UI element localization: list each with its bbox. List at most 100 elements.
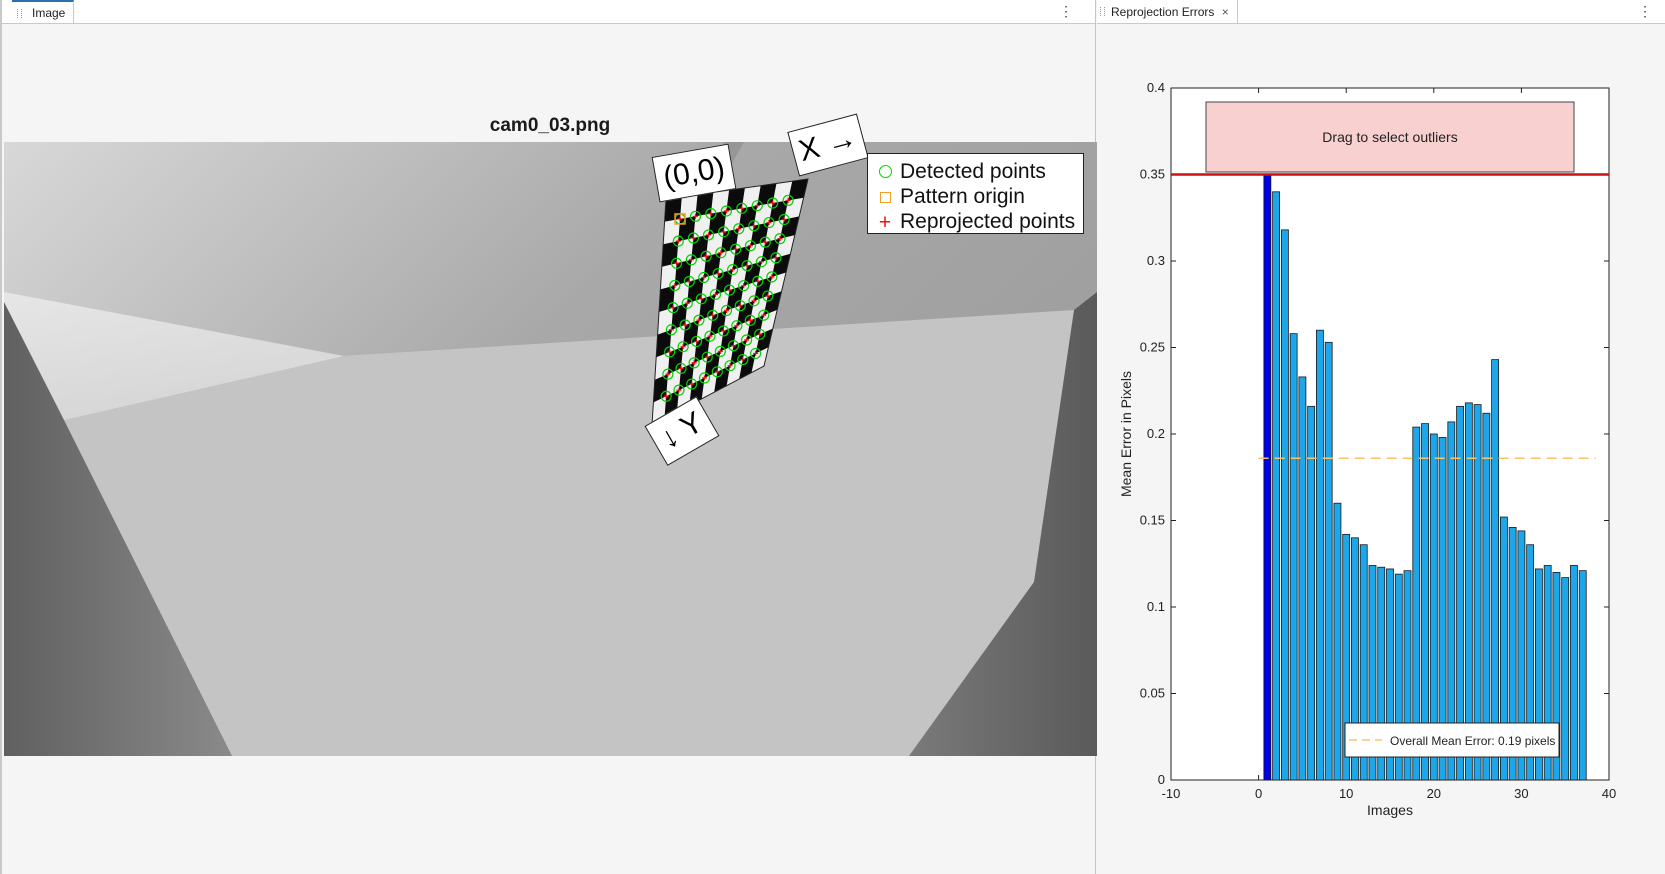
reprojected-point	[730, 343, 736, 349]
error-bar[interactable]	[1316, 329, 1324, 781]
reprojected-point	[718, 250, 724, 256]
error-bar[interactable]	[1298, 376, 1307, 781]
error-bar[interactable]	[1482, 412, 1491, 781]
error-bar[interactable]	[1377, 566, 1386, 781]
more-options-icon[interactable]: ⋮	[1638, 3, 1652, 19]
reprojected-point	[733, 246, 739, 252]
error-bar[interactable]	[1421, 423, 1429, 781]
error-bar[interactable]	[1447, 421, 1456, 781]
detected-point	[693, 314, 705, 326]
reprojected-point	[703, 253, 709, 259]
x-tick-label: 20	[1427, 786, 1441, 801]
checker-square	[653, 374, 668, 403]
reprojected-point	[759, 259, 765, 265]
detected-point	[736, 202, 748, 214]
y-tick-label: 0.2	[1147, 426, 1165, 441]
outlier-selection-box[interactable]	[1205, 101, 1575, 173]
error-bar[interactable]	[1324, 341, 1333, 781]
detected-point	[778, 213, 790, 226]
error-bar[interactable]	[1438, 437, 1447, 781]
error-bar[interactable]	[1578, 570, 1587, 781]
detected-point	[705, 208, 717, 220]
error-bar[interactable]	[1473, 404, 1482, 781]
error-bar[interactable]	[1526, 544, 1535, 781]
reprojected-point	[677, 216, 683, 222]
drag-grip-icon[interactable]	[1100, 7, 1105, 16]
detected-point	[709, 288, 722, 301]
error-bar[interactable]	[1403, 570, 1412, 781]
close-icon[interactable]: ×	[1221, 5, 1229, 19]
error-bar[interactable]	[1263, 174, 1272, 781]
error-bar[interactable]	[1552, 572, 1561, 781]
circle-marker-icon	[876, 160, 894, 184]
reprojected-point	[665, 371, 671, 377]
detected-point	[730, 243, 742, 255]
reprojected-point	[682, 322, 688, 328]
image-tabbar: Image ⋮	[2, 0, 1095, 24]
error-bar[interactable]	[1570, 565, 1578, 781]
error-bar[interactable]	[1508, 527, 1517, 781]
reprojected-point	[751, 223, 757, 229]
reprojected-point	[678, 365, 684, 371]
error-bar[interactable]	[1394, 573, 1403, 781]
detected-point	[689, 210, 702, 222]
reprojected-point	[676, 387, 682, 393]
reprojected-point	[663, 393, 669, 399]
checker-square	[656, 329, 672, 358]
reprojected-point	[737, 303, 743, 309]
error-bar[interactable]	[1307, 405, 1316, 781]
tab-reprojection-errors[interactable]: Reprojection Errors ×	[1097, 0, 1238, 23]
detected-point	[673, 384, 685, 396]
detected-point	[727, 264, 739, 276]
error-bar[interactable]	[1429, 433, 1438, 781]
reprojected-point	[765, 293, 771, 299]
error-bar[interactable]	[1289, 333, 1298, 781]
error-bar[interactable]	[1272, 191, 1281, 781]
reprojected-point	[754, 203, 760, 209]
checker-square	[664, 196, 682, 222]
square-marker-icon	[876, 185, 894, 209]
error-bar[interactable]	[1561, 577, 1570, 781]
detected-point	[681, 297, 693, 309]
more-options-icon[interactable]: ⋮	[1059, 3, 1073, 19]
tab-image[interactable]: Image	[12, 0, 75, 23]
reprojected-point	[736, 226, 742, 232]
reprojected-point	[708, 211, 714, 217]
detected-point	[755, 256, 768, 268]
reprojected-point	[668, 327, 674, 333]
detected-point	[763, 216, 775, 229]
checker-square	[726, 285, 744, 311]
error-bar[interactable]	[1368, 565, 1377, 781]
detected-point	[741, 260, 753, 272]
checker-square	[732, 245, 751, 270]
checker-square	[703, 252, 721, 278]
error-bar[interactable]	[1351, 537, 1359, 781]
detected-point	[662, 368, 674, 380]
detected-point	[744, 314, 756, 327]
drag-grip-icon[interactable]	[17, 9, 22, 18]
error-bar[interactable]	[1464, 402, 1473, 781]
error-bar[interactable]	[1333, 502, 1342, 781]
checker-square	[667, 346, 684, 375]
error-bar[interactable]	[1280, 229, 1289, 781]
error-bar[interactable]	[1535, 568, 1543, 781]
detected-point	[700, 250, 712, 262]
x-tick-label: 40	[1602, 786, 1616, 801]
detected-point	[731, 320, 743, 332]
error-bar[interactable]	[1386, 568, 1394, 781]
reprojection-errors-panel: Reprojection Errors × ⋮ -10 0 10 20 30 40 0 0.0…	[1097, 0, 1665, 874]
error-bar[interactable]	[1491, 359, 1500, 781]
legend-reprojected: + Reprojected points	[876, 210, 1075, 234]
error-bar[interactable]	[1359, 544, 1368, 781]
detected-point	[759, 236, 771, 248]
error-bar[interactable]	[1412, 426, 1421, 781]
error-bar[interactable]	[1517, 530, 1526, 781]
error-bar[interactable]	[1543, 565, 1552, 781]
error-bar[interactable]	[1342, 533, 1351, 781]
detected-point	[690, 335, 703, 348]
error-bar[interactable]	[1499, 516, 1508, 781]
x-tick-label: 30	[1514, 786, 1528, 801]
reprojected-point	[698, 296, 704, 302]
error-bar[interactable]	[1456, 405, 1464, 781]
y-axis-label: Mean Error in Pixels	[1118, 371, 1134, 497]
